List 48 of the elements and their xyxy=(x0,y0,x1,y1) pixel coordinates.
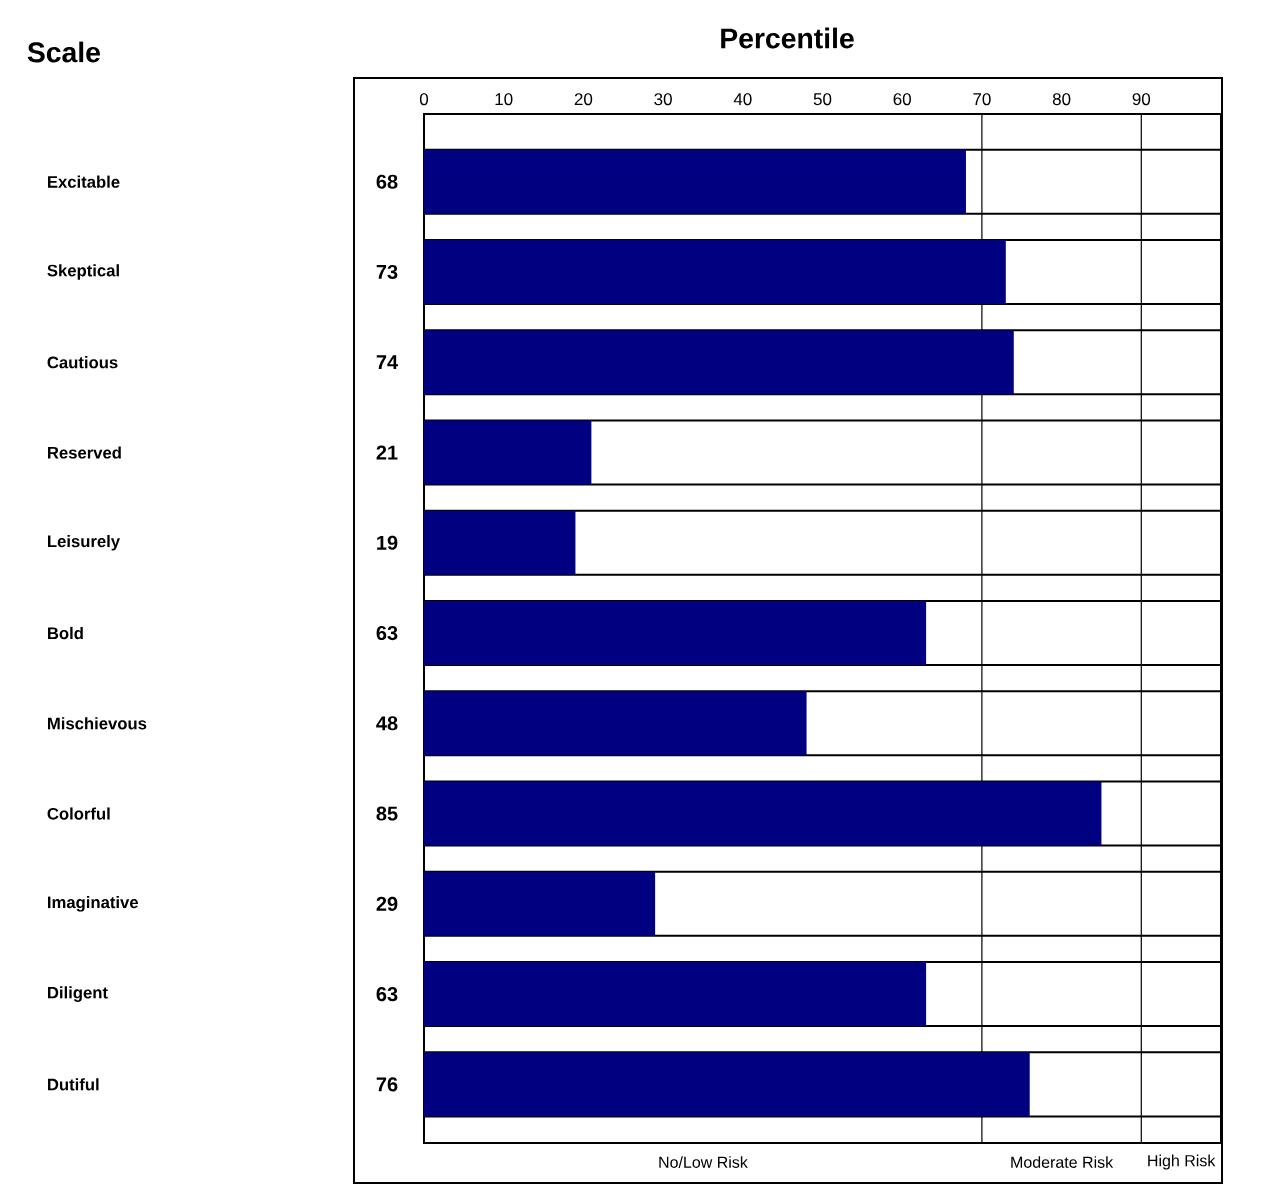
y-tick-label: Cautious xyxy=(47,356,118,369)
x2-tick-label: 20 xyxy=(574,93,593,106)
bar xyxy=(424,420,592,485)
text: Moderate Risk xyxy=(1011,1156,1114,1168)
data-label: 68 xyxy=(376,174,398,189)
x2-tick-label: 0 xyxy=(419,93,429,106)
bar xyxy=(424,1052,1030,1117)
x2-tick-label: 50 xyxy=(813,93,832,106)
data-label: 73 xyxy=(376,264,398,280)
y-tick-label: Imaginative xyxy=(48,896,139,912)
data-label: 63 xyxy=(376,986,398,1002)
y-tick-label: Bold xyxy=(48,626,83,640)
text: No/Low Risk xyxy=(659,1156,748,1168)
data-label: 74 xyxy=(376,355,398,370)
x2-tick-label: 90 xyxy=(1132,93,1151,106)
data-label: 29 xyxy=(376,896,398,911)
bar xyxy=(424,239,1006,305)
data-label: 85 xyxy=(376,806,398,821)
y-tick-label: Leisurely xyxy=(48,535,120,551)
x2-tick-label: 80 xyxy=(1052,93,1071,106)
y-tick-label: Diligent xyxy=(48,986,108,1002)
bar xyxy=(424,149,966,214)
text: High Risk xyxy=(1148,1154,1216,1170)
bar xyxy=(424,871,656,936)
bar xyxy=(424,510,576,575)
data-label: 63 xyxy=(376,625,398,641)
x2-tick-label: 40 xyxy=(733,93,752,106)
x2-tick-label: 30 xyxy=(654,93,672,106)
x2-tick-label: 60 xyxy=(893,93,911,106)
bar xyxy=(424,691,807,756)
data-label: 48 xyxy=(376,716,398,731)
x2-tick-label: 70 xyxy=(973,93,991,106)
data-label: 76 xyxy=(376,1077,398,1092)
bar xyxy=(424,330,1014,395)
chart-title: Percentile xyxy=(721,27,854,49)
y-tick-label: Mischievous xyxy=(48,717,147,730)
y-tick-label: Colorful xyxy=(47,807,110,820)
y-axis-title: Scale xyxy=(27,41,100,63)
bar xyxy=(424,781,1102,846)
y-tick-label: Dutiful xyxy=(48,1078,99,1091)
data-label: 21 xyxy=(376,445,398,460)
y-tick-label: Excitable xyxy=(48,175,120,188)
x2-tick-label: 10 xyxy=(495,93,513,106)
bar xyxy=(424,962,927,1027)
y-tick-label: Skeptical xyxy=(47,264,119,280)
data-label: 19 xyxy=(377,535,398,550)
y-tick-label: Reserved xyxy=(48,446,121,459)
bar xyxy=(424,600,927,666)
